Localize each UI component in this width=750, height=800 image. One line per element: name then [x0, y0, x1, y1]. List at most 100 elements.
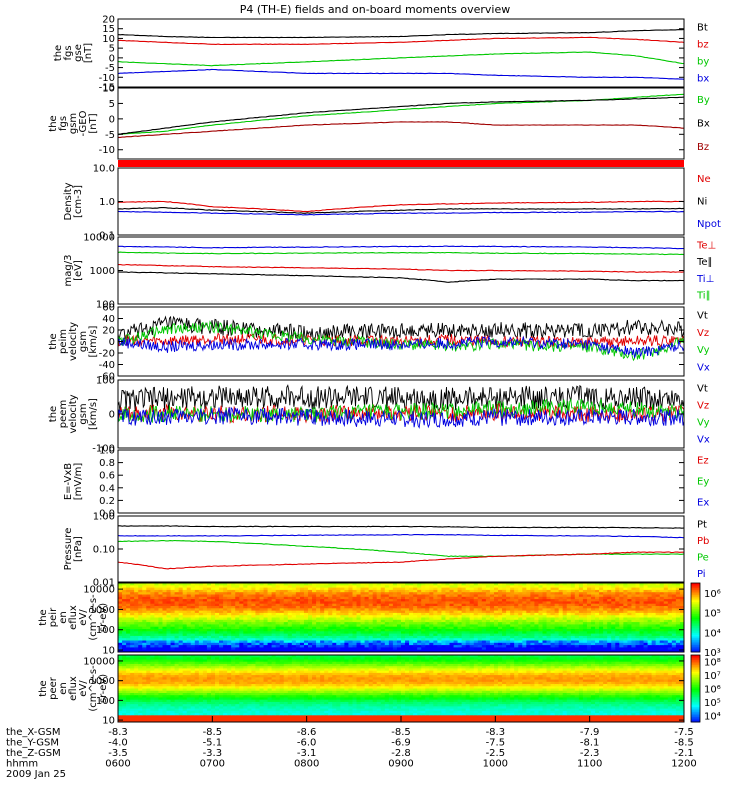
heatmap-cell: [485, 631, 491, 635]
heatmap-cell: [150, 583, 155, 586]
heatmap-cell: [162, 624, 168, 628]
heatmap-cell: [166, 617, 172, 621]
heatmap-cell: [255, 610, 261, 614]
heatmap-cell: [401, 594, 406, 598]
heatmap-cell: [425, 622, 430, 625]
heatmap-cell: [130, 599, 135, 602]
heatmap-cell: [506, 615, 511, 619]
heatmap-cell: [336, 633, 341, 637]
heatmap-cell: [202, 587, 208, 591]
heatmap-cell: [320, 635, 325, 639]
heatmap-cell: [595, 619, 600, 623]
heatmap-cell: [514, 633, 519, 637]
heatmap-cell: [558, 601, 564, 605]
heatmap-cell: [190, 638, 196, 642]
heatmap-cell: [368, 585, 374, 589]
heatmap-cell: [142, 635, 147, 639]
heatmap-cell: [162, 596, 168, 600]
heatmap-cell: [651, 622, 657, 625]
heatmap-cell: [223, 629, 228, 632]
heatmap-cell: [178, 594, 184, 598]
heatmap-cell: [267, 642, 273, 646]
heatmap-cell: [130, 672, 135, 676]
heatmap-cell: [162, 668, 168, 672]
heatmap-cell: [170, 594, 176, 598]
heatmap-cell: [461, 612, 467, 616]
heatmap-cell: [514, 635, 519, 639]
heatmap-cell: [279, 617, 285, 621]
heatmap-cell: [599, 608, 604, 612]
heatmap-cell: [449, 585, 455, 589]
heatmap-cell: [558, 631, 564, 635]
heatmap-cell: [352, 638, 358, 642]
heatmap-cell: [493, 589, 499, 593]
heatmap-cell: [461, 619, 467, 623]
heatmap-cell: [219, 635, 224, 639]
heatmap-cell: [320, 617, 325, 621]
heatmap-cell: [356, 599, 362, 602]
colorbar-segment: [691, 636, 700, 639]
heatmap-cell: [194, 633, 200, 637]
heatmap-cell: [453, 610, 459, 614]
heatmap-cell: [603, 608, 608, 612]
heatmap-cell: [522, 633, 527, 637]
heatmap-cell: [118, 599, 123, 602]
heatmap-cell: [170, 710, 176, 714]
heatmap-cell: [457, 596, 463, 600]
heatmap-cell: [243, 640, 248, 644]
heatmap-cell: [243, 610, 248, 614]
heatmap-cell: [368, 635, 374, 639]
heatmap-cell: [368, 583, 374, 586]
heatmap-cell: [146, 635, 151, 639]
heatmap-cell: [154, 642, 160, 646]
heatmap-cell: [259, 640, 265, 644]
heatmap-cell: [198, 603, 204, 607]
heatmap-cell: [510, 642, 515, 646]
heatmap-cell: [679, 606, 684, 609]
heatmap-cell: [538, 617, 544, 621]
heatmap-cell: [138, 638, 143, 642]
y-tick-label: 0.10: [93, 545, 115, 556]
heatmap-cell: [396, 642, 402, 646]
heatmap-cell: [582, 640, 588, 644]
heatmap-cell: [166, 713, 172, 716]
heatmap-cell: [449, 592, 455, 596]
heatmap-cell: [510, 615, 515, 619]
heatmap-cell: [178, 583, 184, 586]
heatmap-cell: [392, 624, 398, 628]
heatmap-cell: [231, 585, 236, 589]
heatmap-cell: [639, 645, 645, 648]
heatmap-cell: [154, 596, 160, 600]
heatmap-cell: [409, 642, 414, 646]
series-line-Pb: [118, 551, 684, 570]
heatmap-cell: [227, 635, 232, 639]
heatmap-cell: [223, 633, 228, 637]
heatmap-cell: [138, 608, 143, 612]
heatmap-cell: [441, 610, 447, 614]
heatmap-cell: [485, 599, 491, 602]
heatmap-cell: [425, 592, 430, 596]
heatmap-cell: [142, 663, 147, 667]
heatmap-cell: [275, 592, 281, 596]
heatmap-cell: [328, 596, 333, 600]
heatmap-cell: [247, 647, 253, 651]
heatmap-cell: [142, 706, 147, 710]
heatmap-cell: [542, 596, 548, 600]
heatmap-cell: [146, 619, 151, 623]
heatmap-cell: [134, 668, 139, 672]
heatmap-cell: [595, 592, 600, 596]
y-tick-label: 0: [109, 337, 115, 348]
heatmap-cell: [635, 642, 641, 646]
heatmap-cell: [118, 647, 123, 651]
heatmap-cell: [259, 645, 265, 648]
y-tick-label: 10: [102, 84, 115, 95]
heatmap-cell: [558, 603, 564, 607]
heatmap-cell: [582, 619, 588, 623]
heatmap-cell: [457, 612, 463, 616]
heatmap-cell: [158, 615, 164, 619]
heatmap-cell: [425, 585, 430, 589]
heatmap-cell: [510, 633, 515, 637]
heatmap-cell: [671, 612, 677, 616]
heatmap-cell: [291, 642, 297, 646]
heatmap-cell: [591, 631, 596, 635]
